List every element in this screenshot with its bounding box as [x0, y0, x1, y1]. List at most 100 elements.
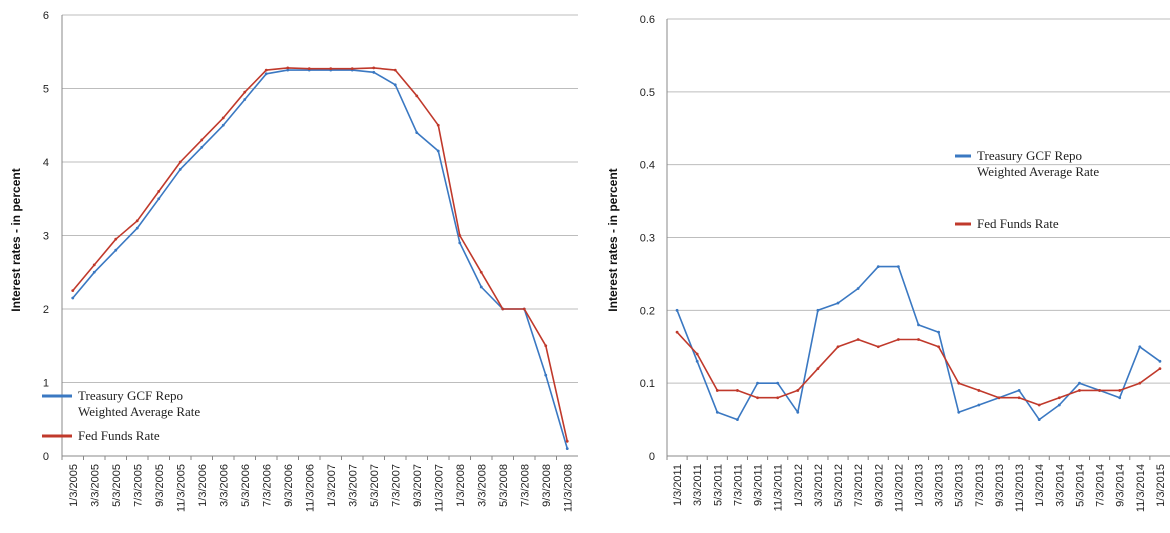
- x-tick-label: 11/3/2007: [433, 464, 445, 512]
- data-point: [501, 307, 505, 311]
- data-point: [1138, 345, 1142, 349]
- y-tick-label: 0.5: [640, 87, 655, 99]
- x-tick-label: 11/3/2012: [893, 464, 905, 512]
- data-point: [565, 447, 569, 451]
- data-point: [1098, 389, 1101, 392]
- data-point: [1057, 403, 1061, 407]
- legend-label: Treasury GCF Repo: [977, 148, 1082, 163]
- data-point: [307, 67, 311, 71]
- x-tick-label: 1/3/2013: [914, 464, 926, 507]
- data-point: [1037, 418, 1041, 421]
- x-tick-label: 3/3/2013: [934, 464, 946, 507]
- x-tick-label: 3/3/2006: [218, 464, 230, 507]
- x-tick-label: 11/3/2011: [773, 464, 785, 511]
- data-point: [1017, 396, 1021, 400]
- y-axis-label: Interest rates - in percent: [9, 168, 23, 311]
- x-tick-label: 7/3/2011: [732, 464, 744, 506]
- x-tick-label: 7/3/2005: [132, 464, 144, 507]
- x-tick-label: 9/3/2007: [412, 464, 424, 507]
- data-point: [896, 265, 900, 269]
- legend-label: Fed Funds Rate: [78, 428, 160, 443]
- x-tick-label: 3/3/2014: [1054, 464, 1066, 507]
- series-line-fed-funds: [676, 331, 1161, 406]
- x-tick-label: 7/3/2012: [853, 464, 865, 507]
- data-point: [816, 367, 820, 370]
- data-point: [479, 270, 483, 274]
- x-tick-label: 7/3/2007: [390, 464, 402, 507]
- data-point: [372, 70, 376, 74]
- data-point: [1118, 396, 1122, 400]
- data-point: [92, 270, 96, 274]
- data-point: [71, 289, 75, 293]
- data-point: [458, 241, 462, 245]
- data-point: [135, 219, 139, 223]
- x-tick-label: 5/3/2013: [954, 464, 966, 507]
- data-point: [816, 308, 820, 312]
- x-tick-label: 5/3/2007: [369, 464, 381, 507]
- data-point: [71, 296, 75, 300]
- x-tick-label: 1/3/2007: [326, 464, 338, 507]
- y-axis-label: Interest rates - in percent: [606, 168, 620, 311]
- x-tick-label: 11/3/2006: [304, 464, 316, 512]
- series-line-fed-funds: [72, 67, 569, 442]
- y-tick-label: 1: [43, 378, 49, 390]
- y-tick-label: 3: [43, 231, 49, 243]
- y-tick-label: 0.1: [640, 378, 655, 390]
- x-tick-label: 5/3/2006: [240, 464, 252, 507]
- data-point: [1158, 359, 1162, 363]
- x-tick-label: 3/3/2008: [476, 464, 488, 507]
- data-point: [243, 90, 247, 94]
- x-tick-label: 7/3/2006: [261, 464, 273, 507]
- x-tick-label: 9/3/2005: [154, 464, 166, 507]
- legend-label: Fed Funds Rate: [977, 216, 1059, 231]
- x-tick-label: 9/3/2012: [873, 464, 885, 507]
- data-point: [796, 389, 800, 392]
- x-tick-label: 7/3/2014: [1095, 464, 1107, 507]
- x-tick-label: 9/3/2013: [994, 464, 1006, 507]
- data-point: [977, 389, 981, 392]
- data-point: [776, 396, 780, 400]
- series-line-repo: [676, 265, 1161, 421]
- data-point: [393, 83, 397, 87]
- data-point: [264, 72, 268, 76]
- data-point: [458, 234, 462, 237]
- x-tick-label: 7/3/2013: [974, 464, 986, 507]
- x-tick-label: 7/3/2008: [519, 464, 531, 507]
- x-tick-label: 9/3/2014: [1115, 464, 1127, 507]
- data-point: [715, 410, 719, 414]
- y-tick-label: 0.4: [640, 160, 655, 172]
- data-point: [736, 389, 739, 392]
- x-tick-label: 1/3/2015: [1155, 464, 1167, 507]
- data-point: [157, 197, 161, 201]
- data-point: [675, 308, 679, 312]
- data-point: [997, 396, 1001, 400]
- x-tick-label: 1/3/2011: [672, 464, 684, 506]
- data-point: [243, 98, 247, 101]
- data-point: [544, 373, 548, 377]
- data-point: [695, 359, 699, 363]
- x-tick-label: 1/3/2014: [1034, 464, 1046, 507]
- data-point: [756, 396, 759, 400]
- y-tick-label: 0: [649, 451, 655, 463]
- data-point: [1158, 367, 1162, 370]
- data-point: [114, 248, 118, 252]
- x-tick-label: 5/3/2011: [712, 464, 724, 506]
- x-tick-label: 1/3/2008: [455, 464, 467, 507]
- data-point: [1138, 381, 1142, 385]
- x-tick-label: 11/3/2005: [175, 464, 187, 512]
- data-point: [114, 237, 118, 241]
- data-point: [675, 330, 679, 334]
- data-point: [856, 338, 860, 341]
- data-point: [522, 307, 526, 311]
- data-point: [200, 138, 204, 142]
- y-tick-label: 0.3: [640, 233, 655, 245]
- x-tick-label: 11/3/2008: [562, 464, 574, 512]
- x-tick-label: 3/3/2012: [813, 464, 825, 507]
- data-point: [896, 338, 900, 341]
- data-point: [178, 167, 182, 171]
- y-tick-label: 0.6: [640, 14, 655, 26]
- data-point: [264, 68, 268, 72]
- legend-label: Weighted Average Rate: [78, 404, 200, 419]
- data-point: [92, 263, 96, 267]
- data-point: [917, 323, 920, 327]
